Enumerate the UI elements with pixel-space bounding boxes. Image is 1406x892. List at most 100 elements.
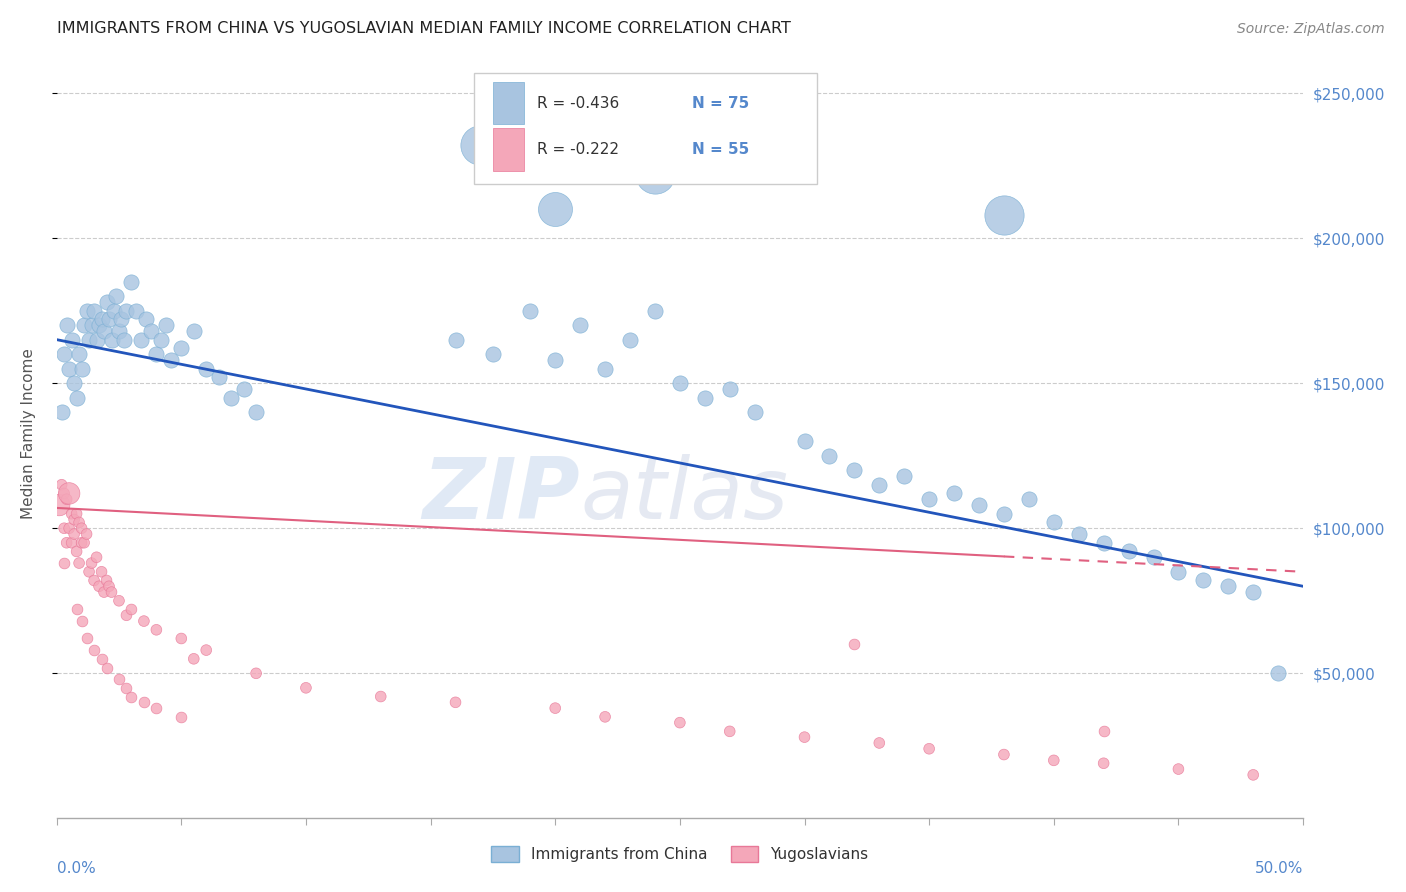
Point: [83, 574, 105, 588]
Point: [55, 492, 77, 507]
Point: [160, 353, 183, 368]
Point: [98, 579, 121, 593]
Point: [65, 391, 87, 405]
Point: [87, 318, 110, 333]
FancyBboxPatch shape: [474, 72, 817, 184]
Point: [96, 660, 118, 674]
Point: [55, 535, 77, 549]
Bar: [494, 128, 524, 170]
Point: [183, 652, 205, 666]
Point: [103, 303, 125, 318]
Point: [793, 434, 815, 449]
Point: [1241, 585, 1264, 599]
Point: [67, 516, 90, 530]
Point: [70, 521, 93, 535]
Point: [63, 512, 86, 526]
Point: [1018, 492, 1040, 507]
Point: [115, 303, 138, 318]
Point: [619, 333, 641, 347]
Point: [1167, 565, 1189, 579]
Point: [86, 550, 108, 565]
Point: [70, 614, 93, 628]
Point: [170, 710, 193, 724]
Point: [155, 318, 177, 333]
Point: [145, 623, 167, 637]
Point: [131, 333, 153, 347]
Point: [80, 556, 103, 570]
Point: [544, 353, 567, 368]
Point: [120, 602, 142, 616]
Legend: Immigrants from China, Yugoslavians: Immigrants from China, Yugoslavians: [485, 840, 875, 869]
Text: Source: ZipAtlas.com: Source: ZipAtlas.com: [1237, 22, 1385, 37]
Point: [67, 556, 90, 570]
Point: [993, 208, 1015, 222]
Point: [76, 303, 98, 318]
Point: [132, 614, 155, 628]
Point: [918, 492, 941, 507]
Point: [644, 303, 666, 318]
Point: [83, 303, 105, 318]
Point: [110, 312, 132, 326]
Point: [63, 527, 86, 541]
Point: [115, 608, 138, 623]
Point: [87, 579, 110, 593]
Point: [60, 535, 83, 549]
Point: [108, 324, 131, 338]
Point: [844, 463, 866, 477]
Point: [693, 391, 716, 405]
Point: [48, 498, 70, 512]
Text: R = -0.436: R = -0.436: [537, 95, 619, 111]
Point: [96, 574, 118, 588]
Point: [232, 382, 254, 396]
Point: [593, 361, 616, 376]
Point: [80, 318, 103, 333]
Point: [125, 303, 148, 318]
Point: [77, 333, 100, 347]
Point: [793, 730, 815, 744]
Point: [76, 527, 98, 541]
Point: [1042, 516, 1064, 530]
Point: [100, 585, 122, 599]
Point: [868, 477, 890, 491]
Point: [569, 318, 592, 333]
Point: [993, 507, 1015, 521]
Point: [115, 681, 138, 695]
Point: [93, 324, 115, 338]
Point: [83, 643, 105, 657]
Point: [58, 521, 80, 535]
Point: [1042, 753, 1064, 767]
Point: [170, 342, 193, 356]
Point: [918, 741, 941, 756]
Point: [86, 333, 108, 347]
Point: [100, 333, 122, 347]
Point: [60, 507, 83, 521]
Point: [1142, 550, 1164, 565]
Point: [544, 202, 567, 216]
Point: [669, 376, 692, 391]
Point: [93, 585, 115, 599]
Point: [96, 294, 118, 309]
Point: [70, 535, 93, 549]
Point: [718, 724, 741, 739]
Point: [544, 701, 567, 715]
Point: [55, 318, 77, 333]
Point: [183, 324, 205, 338]
Y-axis label: Median Family Income: Median Family Income: [21, 349, 35, 519]
Point: [818, 449, 841, 463]
Point: [141, 324, 163, 338]
Point: [58, 486, 80, 500]
Point: [145, 701, 167, 715]
Point: [1092, 724, 1115, 739]
Point: [105, 289, 128, 303]
Point: [893, 469, 915, 483]
Point: [593, 710, 616, 724]
Point: [219, 391, 242, 405]
Point: [195, 643, 218, 657]
Point: [1218, 579, 1240, 593]
Text: R = -0.222: R = -0.222: [537, 142, 619, 157]
Point: [1092, 535, 1115, 549]
Point: [1092, 756, 1115, 771]
Text: ZIP: ZIP: [423, 454, 581, 537]
Point: [58, 361, 80, 376]
Point: [132, 695, 155, 709]
